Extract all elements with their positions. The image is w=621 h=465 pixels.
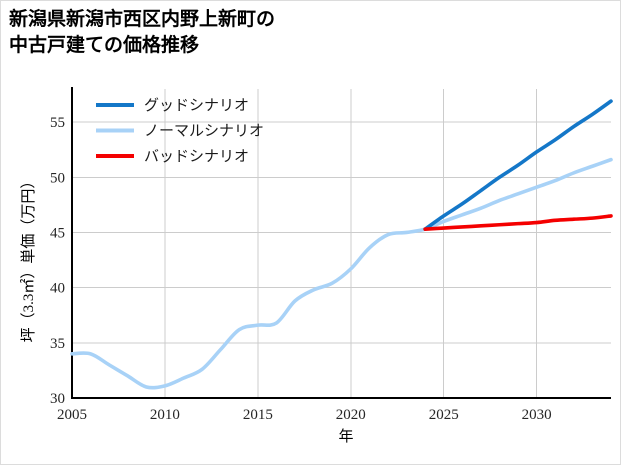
legend-label-2: バッドシナリオ bbox=[144, 149, 249, 165]
y-axis-title: 坪（3.3㎡）単価（万円） bbox=[20, 174, 37, 343]
x-tick-label: 2030 bbox=[522, 407, 552, 423]
x-tick-label: 2020 bbox=[336, 407, 366, 423]
series-line-normal bbox=[70, 157, 613, 390]
y-tick-label: 55 bbox=[50, 115, 65, 131]
x-tick-labels-group: 2005 2010 2015 2020 2025 2030 bbox=[57, 407, 552, 423]
y-tick-label: 35 bbox=[50, 336, 65, 352]
series-group bbox=[70, 99, 613, 390]
x-axis-title: 年 bbox=[338, 428, 353, 445]
gridlines-group bbox=[72, 89, 611, 399]
series-line-bad bbox=[423, 214, 613, 231]
y-tick-label: 30 bbox=[50, 391, 65, 407]
y-tick-label: 45 bbox=[50, 225, 65, 241]
x-tick-label: 2025 bbox=[429, 407, 459, 423]
y-tick-label: 50 bbox=[50, 170, 65, 186]
series-line-good bbox=[423, 99, 613, 231]
y-tick-label: 40 bbox=[50, 281, 65, 297]
legend-label-0: グッドシナリオ bbox=[144, 97, 249, 114]
x-tick-label: 2005 bbox=[57, 407, 87, 423]
x-tick-label: 2010 bbox=[150, 407, 180, 423]
y-tick-labels-group: 30 35 40 45 50 55 bbox=[50, 115, 65, 407]
axis-spines-group bbox=[70, 87, 611, 400]
x-tick-label: 2015 bbox=[243, 407, 273, 423]
legend-label-1: ノーマルシナリオ bbox=[144, 124, 264, 140]
chart-title: 新潟県新潟市西区内野上新町の 中古戸建ての価格推移 bbox=[9, 9, 276, 57]
